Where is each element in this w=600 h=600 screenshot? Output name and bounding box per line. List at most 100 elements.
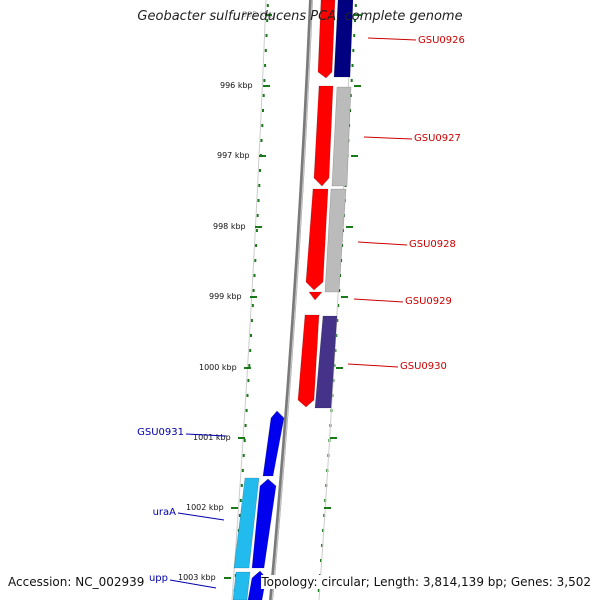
kbp-label: 1001 kbp [193,433,231,442]
inner-tick [245,409,248,412]
gene-label[interactable]: GSU0930 [400,361,447,372]
gene-label-leader [363,136,413,140]
cds-gsu0929[interactable] [308,291,323,301]
inner-tick [250,319,253,322]
outer-tick [354,4,357,7]
backbone-strip [231,0,353,600]
inner-tick [262,109,264,112]
outer-tick [336,319,339,322]
inner-tick [266,4,269,7]
outer-tick [353,34,356,37]
inner-tick [260,139,263,142]
inner-tick [243,439,246,442]
inner-tick [256,214,259,217]
kbp-label: 1002 kbp [186,503,224,512]
inner-tick [252,289,255,292]
cds-gsu0930[interactable] [297,314,320,408]
cds-gsu0931[interactable] [262,410,285,477]
major-tick-outer [354,14,361,16]
kbp-label: 997 kbp [217,151,250,160]
inner-tick [266,19,269,22]
cds-gsu0927[interactable] [313,85,334,187]
major-tick-outer [336,367,343,369]
major-tick-outer [351,155,358,157]
major-tick-outer [330,437,337,439]
genome-backbone-highlight [271,0,313,600]
major-tick-outer [346,226,353,228]
cds-gsu0926[interactable] [317,0,336,79]
cds-features [232,0,354,600]
inner-tick [265,34,268,37]
cds-cyan-2[interactable] [232,571,251,600]
gene-label-leader [353,298,404,303]
inner-tick [255,229,258,232]
kbp-label: 1003 kbp [178,573,216,582]
outer-tick [352,49,355,52]
outer-tick [335,334,338,337]
inner-tick [248,364,251,367]
gene-label-leader [169,579,217,589]
inner-tick [263,79,266,82]
inner-strip-edge [231,0,267,600]
cds-gray-1[interactable] [331,86,352,187]
gene-label-leader [185,433,227,437]
accession-label: Accession: NC_002939 [8,575,145,589]
inner-tick [247,379,250,382]
gene-label[interactable]: GSU0928 [409,239,456,250]
inner-tick [257,199,260,202]
major-tick-inner [259,155,266,157]
outer-tick [317,589,320,592]
outer-tick [324,499,327,502]
cds-gsu0928[interactable] [305,188,329,291]
inner-tick [246,394,249,397]
gene-label[interactable]: GSU0926 [418,35,465,46]
cds-purple[interactable] [314,315,338,409]
inner-tick [262,94,265,97]
gene-label-leader [347,363,399,368]
gene-label[interactable]: upp [149,573,168,584]
inner-tick [250,334,252,337]
gene-label[interactable]: uraA [153,507,177,518]
major-tick-inner [263,85,270,87]
major-tick-inner [244,367,251,369]
inner-tick [242,454,245,457]
inner-tick [240,484,243,487]
kbp-label: 1000 kbp [199,363,237,372]
outer-tick [350,79,353,82]
kbp-label: 996 kbp [220,81,253,90]
cds-gray-2[interactable] [324,188,347,293]
kbp-ruler: 995 kbp 996 kbp 997 kbp 998 kbp 999 kbp 1000 … [178,10,361,582]
cds-navy-top[interactable] [333,0,354,78]
gene-label[interactable]: GSU0931 [137,427,184,438]
gene-label[interactable]: GSU0929 [405,296,452,307]
cds-uraa[interactable] [251,478,277,569]
inner-tick [251,304,254,307]
genome-backbone [269,0,313,600]
inner-tick [258,184,261,187]
outer-tick [337,304,340,307]
kbp-label: 998 kbp [213,222,246,231]
inner-tick [241,469,244,472]
gene-label-leader [357,241,408,246]
major-tick-inner [224,577,231,579]
major-tick-inner [255,226,262,228]
outer-tick [320,559,322,562]
major-tick-inner [231,507,238,509]
inner-tick [239,499,242,502]
major-tick-inner [250,296,257,298]
outer-strip-edge [318,0,353,600]
inner-tick [249,349,252,352]
gene-label[interactable]: GSU0927 [414,133,461,144]
outer-tick [349,94,352,97]
inner-tick [255,244,258,247]
map-title: Geobacter sulfurreducens PCA, complete g… [137,9,463,24]
kbp-label: 995 kbp [242,10,275,19]
cds-cyan-1[interactable] [233,477,260,569]
inner-tick [253,274,256,277]
outer-tick [338,289,341,292]
inner-tick [259,169,261,172]
major-tick-outer [354,85,361,87]
major-tick-inner [265,14,272,16]
inner-tick [238,514,241,517]
outer-tick [323,514,326,517]
